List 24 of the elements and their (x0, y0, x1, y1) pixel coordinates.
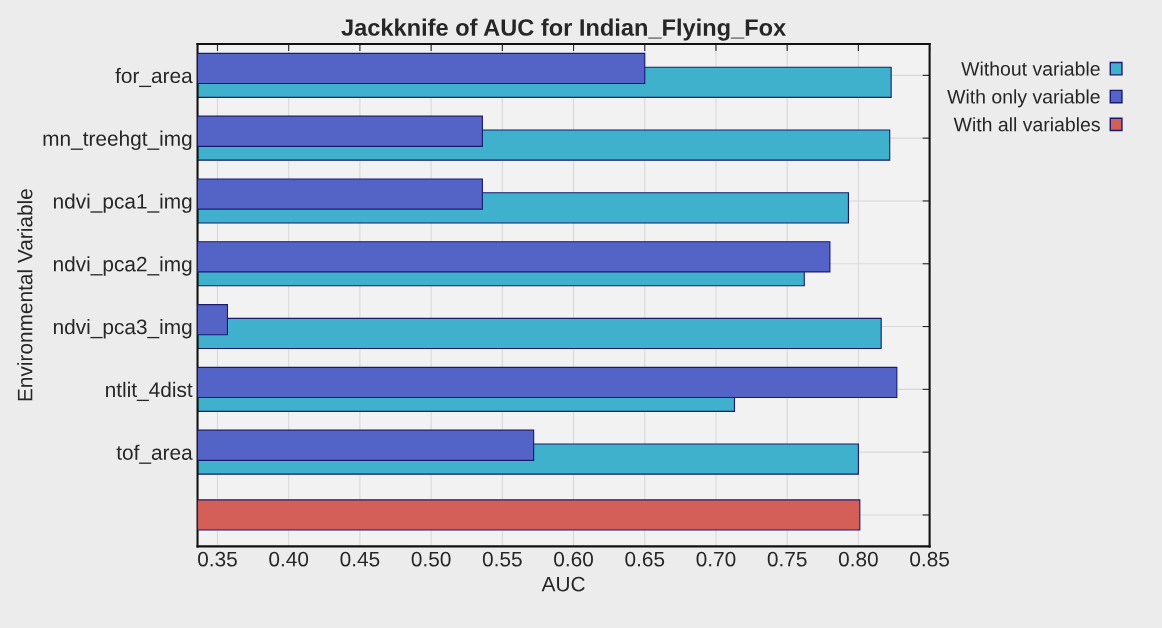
y-tick-label: ntlit_4dist (106, 381, 193, 402)
y-axis-title: Environmental Variable (17, 189, 33, 401)
x-tick-label: 0.60 (554, 551, 593, 567)
x-tick-label: 0.35 (198, 551, 237, 567)
legend-label: Without variable (961, 61, 1100, 76)
y-tick-label: ndvi_pca1_img (53, 193, 192, 213)
chart-title: Jackknife of AUC for Indian_Flying_Fox (341, 18, 787, 41)
x-tick-label: 0.70 (696, 551, 736, 567)
x-tick-label: 0.50 (411, 551, 451, 567)
legend-label: With only variable (947, 89, 1100, 108)
y-tick-label: mn_treehgt_img (43, 130, 192, 151)
y-tick-label: tof_area (116, 444, 193, 464)
legend-label: With all variables (953, 117, 1100, 132)
x-tick-label: 0.65 (625, 551, 665, 567)
x-tick-label: 0.40 (269, 551, 309, 567)
x-tick-label: 0.85 (910, 551, 949, 567)
x-tick-label: 0.45 (340, 551, 380, 567)
x-axis-title: AUC (541, 576, 585, 592)
y-tick-label: ndvi_pca3_img (53, 319, 192, 339)
y-tick-label: ndvi_pca2_img (53, 256, 192, 276)
x-tick-label: 0.75 (767, 551, 807, 567)
x-tick-label: 0.55 (482, 551, 522, 567)
y-tick-label: for_area (115, 67, 193, 88)
x-tick-label: 0.80 (838, 551, 878, 567)
